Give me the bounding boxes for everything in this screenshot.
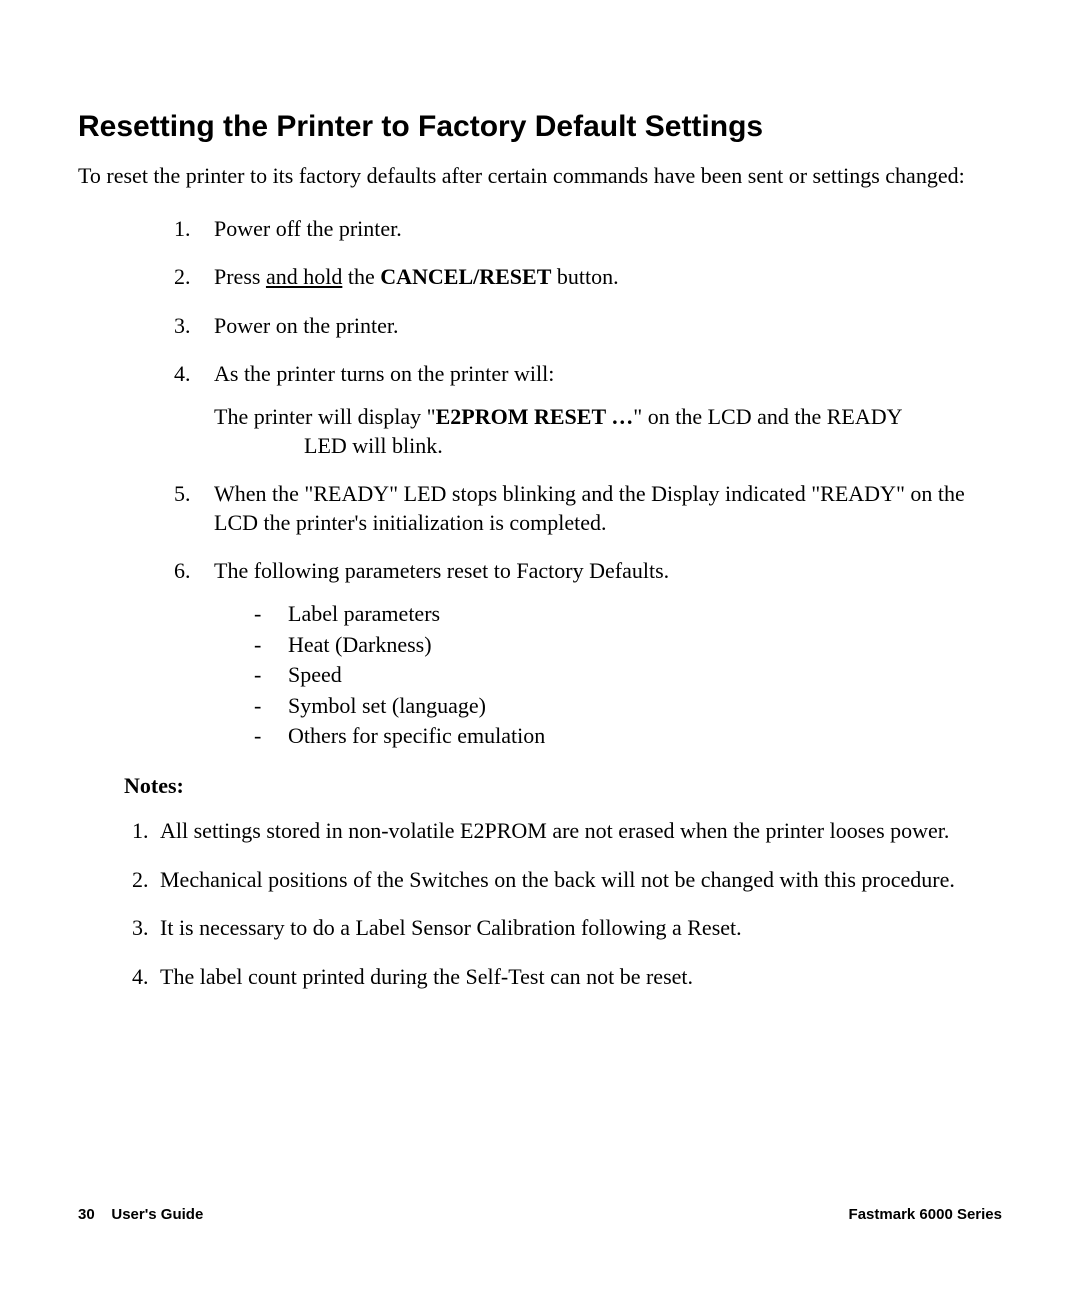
step-1: Power off the printer. bbox=[196, 215, 1002, 244]
step-2-text: Press and hold the CANCEL/RESET button. bbox=[214, 264, 619, 289]
param-5: Others for specific emulation bbox=[254, 722, 1002, 751]
param-4-text: Symbol set (language) bbox=[288, 693, 486, 718]
step-3-text: Power on the printer. bbox=[214, 313, 399, 338]
step-4-sub-line1: The printer will display "E2PROM RESET …… bbox=[214, 403, 1002, 432]
page-number: 30 bbox=[78, 1206, 95, 1223]
step-2-underline: and hold bbox=[266, 264, 342, 289]
step-6: The following parameters reset to Factor… bbox=[196, 557, 1002, 751]
footer-left-label: User's Guide bbox=[111, 1206, 203, 1223]
param-3-text: Speed bbox=[288, 662, 342, 687]
step-4-sub-pre: The printer will display " bbox=[214, 404, 436, 429]
step-5: When the "READY" LED stops blinking and … bbox=[196, 480, 1002, 537]
intro-paragraph: To reset the printer to its factory defa… bbox=[78, 162, 1002, 191]
step-2-post: button. bbox=[551, 264, 618, 289]
step-4: As the printer turns on the printer will… bbox=[196, 360, 1002, 460]
footer-right: Fastmark 6000 Series bbox=[849, 1206, 1002, 1223]
step-4-sub: The printer will display "E2PROM RESET …… bbox=[214, 403, 1002, 460]
param-5-text: Others for specific emulation bbox=[288, 723, 545, 748]
param-1-text: Label parameters bbox=[288, 601, 440, 626]
params-list: Label parameters Heat (Darkness) Speed S… bbox=[254, 600, 1002, 751]
note-1-text: All settings stored in non-volatile E2PR… bbox=[160, 818, 949, 843]
note-4: The label count printed during the Self-… bbox=[154, 963, 1002, 992]
step-3: Power on the printer. bbox=[196, 312, 1002, 341]
step-2: Press and hold the CANCEL/RESET button. bbox=[196, 263, 1002, 292]
note-1: All settings stored in non-volatile E2PR… bbox=[154, 817, 1002, 846]
param-4: Symbol set (language) bbox=[254, 692, 1002, 721]
note-3-text: It is necessary to do a Label Sensor Cal… bbox=[160, 915, 742, 940]
page-footer: 30 User's Guide Fastmark 6000 Series bbox=[78, 1206, 1002, 1223]
param-1: Label parameters bbox=[254, 600, 1002, 629]
param-3: Speed bbox=[254, 661, 1002, 690]
param-2: Heat (Darkness) bbox=[254, 631, 1002, 660]
note-2-text: Mechanical positions of the Switches on … bbox=[160, 867, 955, 892]
step-1-text: Power off the printer. bbox=[214, 216, 402, 241]
page-heading: Resetting the Printer to Factory Default… bbox=[78, 110, 1002, 144]
step-2-pre: Press bbox=[214, 264, 266, 289]
step-6-text: The following parameters reset to Factor… bbox=[214, 558, 669, 583]
step-2-mid: the bbox=[342, 264, 380, 289]
notes-list: All settings stored in non-volatile E2PR… bbox=[154, 817, 1002, 991]
steps-list: Power off the printer. Press and hold th… bbox=[196, 215, 1002, 751]
note-4-text: The label count printed during the Self-… bbox=[160, 964, 693, 989]
step-4-sub-line2: LED will blink. bbox=[214, 432, 1002, 461]
step-4-sub-post: " on the LCD and the READY bbox=[633, 404, 902, 429]
step-4-sub-bold: E2PROM RESET … bbox=[436, 404, 634, 429]
param-2-text: Heat (Darkness) bbox=[288, 632, 432, 657]
step-5-text: When the "READY" LED stops blinking and … bbox=[214, 481, 965, 535]
footer-left: 30 User's Guide bbox=[78, 1206, 203, 1223]
step-2-bold: CANCEL/RESET bbox=[380, 264, 551, 289]
step-4-text: As the printer turns on the printer will… bbox=[214, 361, 554, 386]
note-2: Mechanical positions of the Switches on … bbox=[154, 866, 1002, 895]
note-3: It is necessary to do a Label Sensor Cal… bbox=[154, 914, 1002, 943]
notes-label: Notes: bbox=[124, 773, 1002, 799]
